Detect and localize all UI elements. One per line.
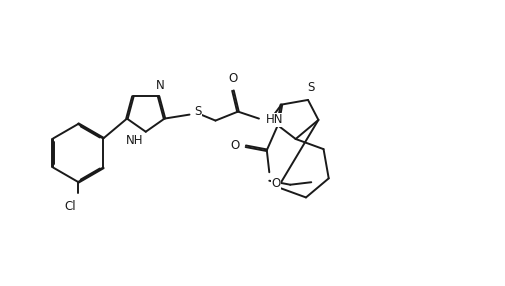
Text: N: N <box>156 80 164 92</box>
Text: Cl: Cl <box>64 200 76 213</box>
Text: S: S <box>306 81 314 94</box>
Text: NH: NH <box>125 134 143 147</box>
Text: O: O <box>230 139 239 152</box>
Text: S: S <box>194 105 201 118</box>
Text: O: O <box>271 177 280 190</box>
Text: HN: HN <box>266 113 283 126</box>
Text: O: O <box>228 72 237 85</box>
